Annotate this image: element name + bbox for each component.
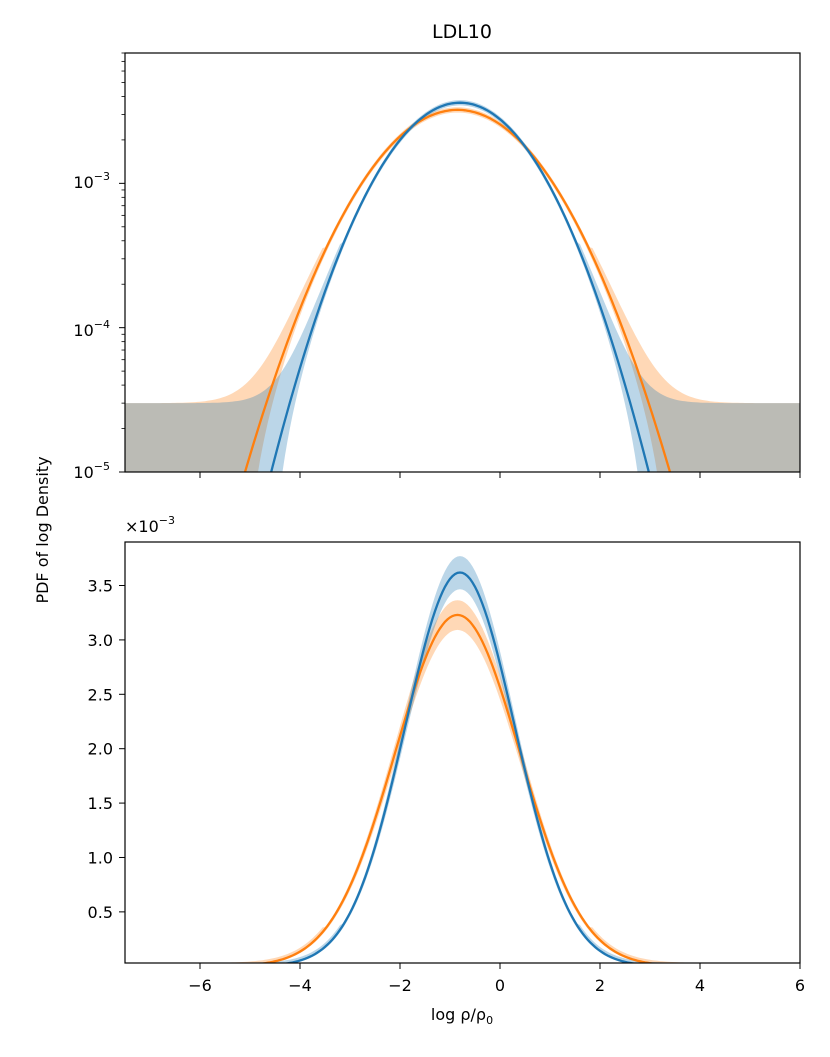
x-tick-label: −4 (288, 976, 312, 995)
bottom-ytick-label: 0.5 (88, 903, 113, 922)
panel-top-log: 10−3 10−4 10−5 (73, 52, 801, 482)
top-line-orange (243, 108, 672, 472)
bot-line-blue (282, 571, 638, 963)
bottom-ytick-label: 1.0 (88, 848, 113, 867)
bottom-ytick-label: 3.5 (88, 577, 113, 596)
x-tick-label: 0 (495, 976, 505, 995)
x-tick-label: 4 (695, 976, 705, 995)
bottom-ytick-label: 2.0 (88, 740, 113, 759)
top-ytick-label-1e-3: 10−3 (73, 170, 110, 192)
top-band-blue (125, 100, 800, 472)
bottom-offset-label: ×10−3 (125, 514, 175, 536)
top-ytick-label-1e-4: 10−4 (73, 318, 110, 340)
bot-band-orange (125, 600, 800, 963)
panel-bottom-linear: 0.5 1.0 1.5 2.0 2.5 3.0 3.5 −6 −4 −2 0 2 4 6 ×10−3 (88, 514, 806, 995)
top-ytick-label-1e-5: 10−5 (73, 460, 110, 482)
x-tick-label: −6 (188, 976, 212, 995)
top-line-blue (270, 101, 650, 472)
top-axes-frame (124, 52, 801, 473)
chart-title: LDL10 (432, 21, 492, 43)
x-tick-label: −2 (388, 976, 412, 995)
x-tick-label: 2 (595, 976, 605, 995)
bottom-axes-frame (124, 541, 801, 964)
bottom-ytick-label: 3.0 (88, 631, 113, 650)
x-tick-label: 6 (795, 976, 805, 995)
top-band-orange (125, 107, 800, 472)
bottom-ytick-label: 2.5 (88, 685, 113, 704)
bot-line-orange (257, 613, 658, 963)
x-axis-label: log ρ/ρ0 (431, 1005, 493, 1027)
bottom-ytick-label: 1.5 (88, 794, 113, 813)
y-axis-label: PDF of log Density (33, 456, 52, 603)
